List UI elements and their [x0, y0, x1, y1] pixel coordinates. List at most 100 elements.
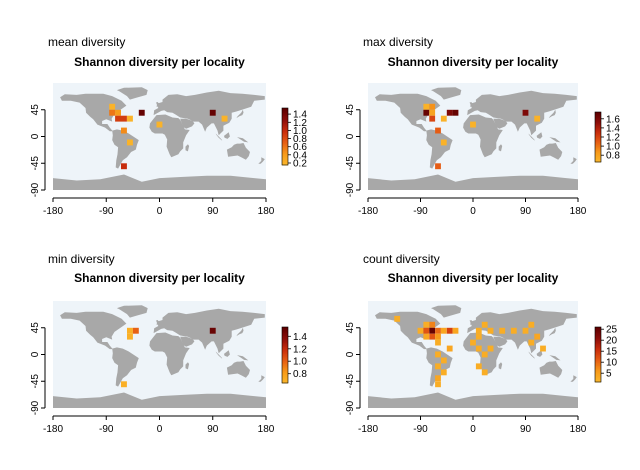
legend-swatch: [282, 341, 288, 343]
legend-swatch: [595, 360, 601, 362]
land-polygon: [226, 361, 250, 378]
x-tick-label: -180: [358, 424, 378, 435]
x-tick-label: -180: [43, 206, 63, 217]
land-polygon: [467, 308, 577, 354]
land-polygon: [60, 93, 127, 132]
y-tick-label: -45: [30, 374, 41, 389]
legend-swatch: [282, 353, 288, 356]
heatmap-cell: [423, 327, 430, 334]
y-tick-label: 45: [345, 104, 356, 116]
legend-swatch: [282, 113, 288, 116]
legend-swatch: [595, 160, 601, 163]
x-tick-label: 0: [157, 206, 163, 217]
legend-swatch: [282, 120, 288, 123]
legend-swatch: [282, 163, 288, 166]
land-polygon: [236, 109, 244, 119]
heatmap-cell: [435, 327, 441, 334]
y-tick-label: 45: [345, 322, 356, 334]
legend-frame: [594, 326, 602, 383]
legend-swatch: [282, 140, 288, 143]
land-polygon: [237, 137, 249, 143]
heatmap-cell: [121, 163, 127, 170]
legend-swatch: [282, 139, 288, 142]
legend-swatch: [595, 346, 601, 349]
land-polygon: [431, 87, 462, 100]
land-polygon: [153, 308, 265, 354]
x-tick-label: 90: [207, 206, 219, 217]
legend-tick-label: 1.6: [606, 114, 620, 125]
land-polygon: [431, 305, 462, 318]
heatmap-cell: [109, 109, 116, 116]
heatmap-cell: [115, 115, 121, 122]
legend-swatch: [595, 328, 601, 331]
legend-swatch: [282, 376, 288, 378]
heatmap-cell: [435, 363, 441, 370]
legend-tick-label: 0.6: [293, 142, 307, 153]
heatmap-cell: [499, 327, 506, 334]
legend-swatch: [595, 122, 601, 124]
x-tick-label: 90: [520, 424, 532, 435]
legend-swatch: [595, 343, 601, 346]
land-polygon: [375, 311, 441, 350]
land-polygon: [224, 350, 230, 357]
x-tick-label: 0: [157, 424, 163, 435]
legend-swatch: [282, 338, 288, 340]
land-polygon: [528, 133, 535, 141]
land-polygon: [60, 311, 127, 350]
legend-swatch: [595, 351, 601, 354]
legend-swatch: [595, 368, 601, 371]
heatmap-cell: [481, 351, 488, 358]
legend-swatch: [595, 327, 601, 329]
heatmap-cell: [440, 369, 447, 376]
legend-swatch: [595, 340, 601, 343]
legend-swatch: [595, 369, 601, 372]
heatmap-cell: [429, 109, 436, 116]
y-tick-label: -45: [345, 156, 356, 171]
land-polygon: [498, 144, 503, 152]
legend-swatch: [282, 334, 288, 336]
legend-swatch: [595, 331, 601, 333]
land-layer: [53, 87, 266, 190]
land-polygon: [180, 336, 195, 347]
heatmap-cell: [138, 109, 145, 116]
legend-swatch: [595, 357, 601, 360]
legend-swatch: [282, 381, 288, 384]
land-polygon: [155, 102, 161, 107]
legend-swatch: [595, 127, 601, 129]
legend-swatch: [282, 380, 288, 382]
legend-swatch: [595, 135, 601, 138]
land-polygon: [180, 118, 195, 129]
legend-swatch: [282, 336, 288, 339]
land-polygon: [112, 129, 139, 169]
heatmap-cell: [534, 333, 541, 340]
legend-tick-label: 25: [606, 325, 618, 336]
legend-swatch: [595, 143, 601, 145]
legend-swatch: [282, 332, 288, 335]
heatmap-cell: [487, 345, 494, 352]
land-polygon: [185, 144, 190, 152]
heatmap-cell: [440, 327, 447, 334]
heatmap-cell: [429, 333, 436, 340]
legend-swatch: [595, 371, 601, 373]
heatmap-cell: [417, 327, 424, 334]
legend-tick-label: 1.4: [293, 332, 307, 343]
legend-swatch: [595, 377, 601, 380]
legend-swatch: [595, 364, 601, 366]
x-tick-label: 90: [207, 424, 219, 435]
heatmap-cell: [127, 327, 133, 334]
heatmap-cell: [429, 321, 436, 328]
heatmap-cell: [423, 103, 430, 110]
legend-swatch: [595, 329, 601, 332]
legend-swatch: [595, 362, 601, 365]
panel-min-diversity: min diversity Shannon diversity per local…: [30, 252, 307, 435]
legend-swatch: [282, 359, 288, 361]
heatmap-cell: [209, 327, 216, 334]
heatmap-cell: [487, 327, 494, 334]
legend-swatch: [595, 130, 601, 133]
legend-swatch: [282, 378, 288, 381]
legend-tick-label: 20: [606, 336, 618, 347]
legend-swatch: [282, 339, 288, 342]
heatmap-cell: [435, 333, 441, 340]
panel-label: min diversity: [48, 252, 115, 266]
legend-swatch: [595, 138, 601, 140]
